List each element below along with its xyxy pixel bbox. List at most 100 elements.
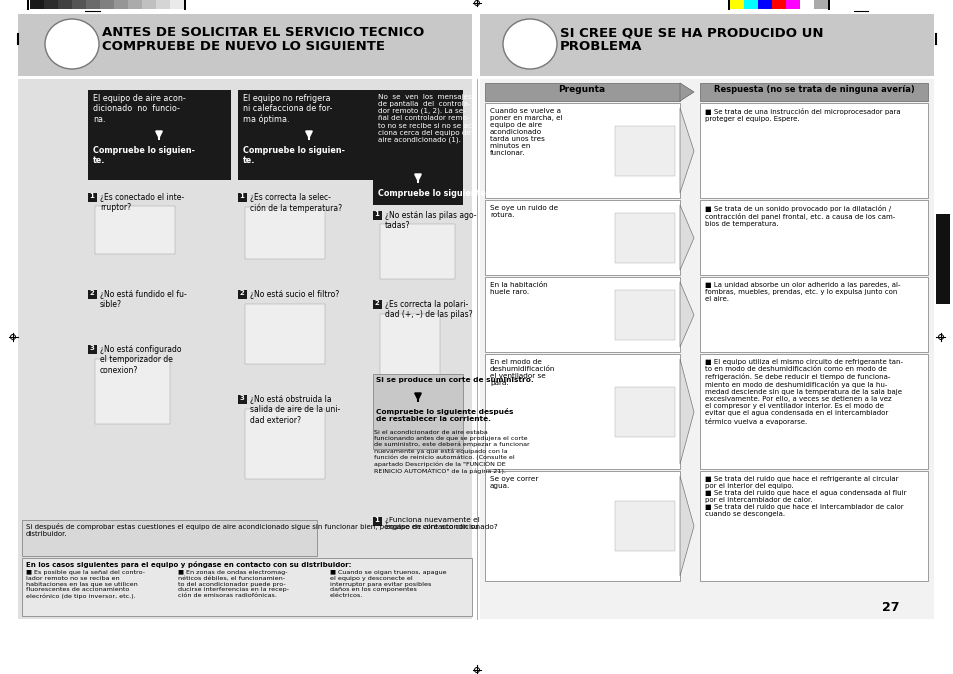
Bar [88, 90, 231, 180]
Bar [700, 103, 927, 198]
Bar [95, 359, 170, 424]
Text: Cuando se vuelve a
poner en marcha, el
equipo de aire
acondicionado
tarda unos t: Cuando se vuelve a poner en marcha, el e… [490, 108, 562, 156]
Bar [700, 354, 927, 469]
Bar [758, 0, 771, 9]
Text: ■ El equipo utiliza el mismo circuito de refrigerante tan-
to en modo de deshumi: ■ El equipo utiliza el mismo circuito de… [704, 359, 902, 425]
Bar [27, 0, 29, 10]
Bar [18, 79, 472, 619]
Polygon shape [679, 476, 693, 576]
Text: ¿Es correcta la selec-
ción de la temperatura?: ¿Es correcta la selec- ción de la temper… [250, 193, 342, 213]
Text: 27: 27 [882, 601, 899, 614]
Bar [184, 0, 186, 10]
Bar [237, 395, 247, 404]
Text: ■ En zonas de ondas electromag-
néticos débiles, el funcionamien-
to del acondic: ■ En zonas de ondas electromag- néticos … [178, 570, 289, 599]
Ellipse shape [45, 19, 99, 69]
Bar [373, 300, 381, 309]
Text: COMPRUEBE DE NUEVO LO SIGUIENTE: COMPRUEBE DE NUEVO LO SIGUIENTE [102, 40, 385, 53]
Text: ■ Se trata del ruido que hace el refrigerante al circular
por el interior del eq: ■ Se trata del ruido que hace el refrige… [704, 476, 905, 517]
Bar [700, 83, 927, 101]
Bar [113, 0, 128, 9]
Bar [88, 193, 97, 202]
Text: ¿Funciona nuevamente el
equipo de aire acondicionado?: ¿Funciona nuevamente el equipo de aire a… [385, 517, 497, 530]
Text: Respuesta (no se trata de ninguna avería): Respuesta (no se trata de ninguna avería… [713, 85, 913, 94]
Text: 2: 2 [90, 290, 94, 297]
Bar [615, 126, 675, 176]
Text: Si el acondicionador de aire estaba
funcionando antes de que se produjera el cor: Si el acondicionador de aire estaba func… [374, 430, 529, 474]
Bar [813, 0, 827, 9]
Text: ANTES DE SOLICITAR EL SERVICIO TECNICO: ANTES DE SOLICITAR EL SERVICIO TECNICO [102, 26, 424, 39]
Bar [373, 211, 381, 220]
Text: ■ Se trata de una instrucción del microprocesador para
proteger el equipo. Esper: ■ Se trata de una instrucción del microp… [704, 108, 900, 122]
Bar [44, 0, 58, 9]
Bar [484, 83, 679, 101]
Text: Pregunta: Pregunta [558, 85, 605, 94]
Text: ¿No están las pilas ago-
tadas?: ¿No están las pilas ago- tadas? [385, 211, 476, 231]
Bar [785, 0, 800, 9]
Bar [615, 290, 675, 340]
Text: Se oye un ruido de
rotura.: Se oye un ruido de rotura. [490, 205, 558, 218]
Polygon shape [679, 282, 693, 347]
Bar [700, 471, 927, 581]
Bar [22, 520, 316, 556]
Text: 1: 1 [239, 193, 244, 200]
Bar [237, 90, 380, 180]
Bar [484, 277, 679, 352]
Text: 2: 2 [239, 290, 244, 297]
Bar [100, 0, 113, 9]
Text: El equipo de aire acon-
dicionado  no  funcio-
na.: El equipo de aire acon- dicionado no fun… [92, 94, 186, 124]
Bar [237, 290, 247, 299]
Bar [30, 0, 44, 9]
Bar [373, 374, 462, 449]
Bar [743, 0, 758, 9]
Text: ¿No está configurado
el temporizador de
conexion?: ¿No está configurado el temporizador de … [100, 345, 181, 375]
Text: En el modo de
deshumidificación
el ventilador se
para.: En el modo de deshumidificación el venti… [490, 359, 555, 386]
Text: ¿No está fundido el fu-
sible?: ¿No está fundido el fu- sible? [100, 290, 187, 309]
Bar [771, 0, 785, 9]
Bar [700, 277, 927, 352]
Polygon shape [679, 205, 693, 270]
Bar [156, 0, 170, 9]
Bar [729, 0, 743, 9]
Polygon shape [679, 83, 693, 101]
Text: 1: 1 [90, 193, 94, 200]
Polygon shape [679, 108, 693, 193]
Bar [379, 224, 455, 279]
Bar [479, 14, 933, 76]
Text: Compruebe lo siguiente después
de restablecer la corriente.: Compruebe lo siguiente después de restab… [375, 408, 513, 422]
Bar [170, 0, 184, 9]
Text: ■ Es posible que la señal del contro-
lador remoto no se reciba en
habitaciones : ■ Es posible que la señal del contro- la… [26, 570, 145, 599]
Text: ¿No está sucio el filtro?: ¿No está sucio el filtro? [250, 290, 339, 299]
Text: En la habitación
huele raro.: En la habitación huele raro. [490, 282, 547, 295]
Text: ■ Se trata de un sonido provocado por la dilatación /
contracción del panel fron: ■ Se trata de un sonido provocado por la… [704, 205, 894, 227]
Bar [237, 193, 247, 202]
Text: No  se  ven  los  mensajes
de pantalla  del  controla-
dor remoto (1, 2). La se-: No se ven los mensajes de pantalla del c… [377, 94, 474, 143]
Bar [88, 290, 97, 299]
Bar [71, 0, 86, 9]
Text: Si después de comprobar estas cuestiones el equipo de aire acondicionado sigue s: Si después de comprobar estas cuestiones… [26, 523, 477, 537]
Text: PROBLEMA: PROBLEMA [559, 40, 641, 53]
Bar [88, 345, 97, 354]
Bar [22, 558, 472, 616]
Bar [86, 0, 100, 9]
Bar [18, 14, 472, 76]
Text: 1: 1 [375, 212, 379, 218]
Bar [615, 501, 675, 551]
Text: 2: 2 [375, 301, 379, 307]
Text: 3: 3 [90, 346, 94, 352]
Bar [479, 79, 933, 619]
Bar [935, 214, 949, 304]
Text: El equipo no refrigera
ni calefacciona de for-
ma óptima.: El equipo no refrigera ni calefacciona d… [243, 94, 332, 125]
Bar [484, 354, 679, 469]
Text: 3: 3 [239, 396, 244, 402]
Bar [615, 387, 675, 437]
Text: Compruebe lo siguien-
te.: Compruebe lo siguien- te. [243, 146, 345, 165]
Bar [245, 409, 325, 479]
Text: ■ La unidad absorbe un olor adherido a las paredes, al-
fombras, muebles, prenda: ■ La unidad absorbe un olor adherido a l… [704, 282, 900, 302]
Bar [245, 304, 325, 364]
Text: SI CREE QUE SE HA PRODUCIDO UN: SI CREE QUE SE HA PRODUCIDO UN [559, 26, 822, 39]
Text: Se oye correr
agua.: Se oye correr agua. [490, 476, 537, 489]
Bar [95, 206, 174, 254]
Text: ■ Cuando se oigan truenos, apague
el equipo y desconecte el
interruptor para evi: ■ Cuando se oigan truenos, apague el equ… [330, 570, 446, 599]
Bar [142, 0, 156, 9]
Bar [58, 0, 71, 9]
